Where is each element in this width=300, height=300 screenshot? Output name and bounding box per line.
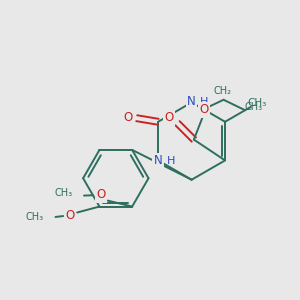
Text: N: N	[187, 95, 196, 108]
Text: CH₃: CH₃	[245, 102, 263, 112]
Text: N: N	[154, 154, 163, 167]
Text: O: O	[123, 110, 133, 124]
Text: CH₃: CH₃	[55, 188, 73, 198]
Text: H: H	[200, 97, 208, 107]
Text: CH₂: CH₂	[213, 86, 231, 96]
Text: O: O	[66, 209, 75, 222]
Text: O: O	[165, 111, 174, 124]
Text: O: O	[199, 103, 208, 116]
Text: H: H	[167, 156, 175, 166]
Text: O: O	[96, 188, 105, 201]
Text: CH₃: CH₃	[248, 98, 267, 108]
Text: CH₃: CH₃	[26, 212, 44, 222]
